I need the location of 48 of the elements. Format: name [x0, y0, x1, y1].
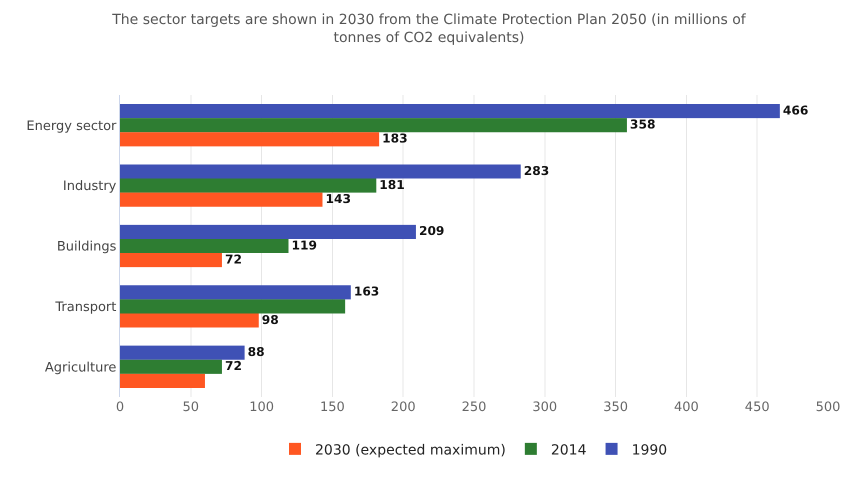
- data-label: 209: [418, 224, 444, 238]
- bar: [120, 360, 222, 374]
- legend-label: 2014: [550, 442, 587, 458]
- data-label: 181: [379, 178, 405, 192]
- x-tick-label: 50: [182, 400, 200, 415]
- bar: [120, 224, 416, 239]
- bar: [120, 178, 376, 193]
- x-tick-label: 200: [390, 400, 416, 415]
- data-label: 163: [354, 284, 380, 299]
- bar: [120, 104, 780, 118]
- bar: [120, 374, 205, 388]
- y-tick-label: Transport: [54, 300, 116, 315]
- y-tick-label: Agriculture: [44, 360, 116, 376]
- bar: [120, 192, 322, 207]
- bar: [120, 313, 259, 328]
- legend-label: 1990: [632, 442, 668, 458]
- x-tick-label: 250: [462, 400, 486, 415]
- data-label: 283: [524, 164, 550, 178]
- x-tick-label: 400: [674, 400, 699, 415]
- bar: [120, 285, 351, 300]
- x-tick-label: 500: [816, 400, 840, 415]
- data-label: 98: [262, 312, 279, 327]
- data-label: 72: [224, 252, 242, 266]
- legend-label: 2030 (expected maximum): [315, 442, 506, 458]
- x-tick-label: 350: [603, 400, 628, 415]
- data-label: 119: [292, 238, 318, 252]
- x-tick-label: 450: [744, 400, 770, 415]
- x-tick-label: 150: [320, 400, 345, 415]
- bar: [120, 164, 521, 179]
- data-label: 72: [224, 359, 242, 374]
- bar: [120, 132, 380, 146]
- x-tick-label: 100: [249, 400, 274, 415]
- bar: [120, 253, 222, 268]
- chart-title: The sector targets are shown in 2030 from the Climate Protection Plan 2050 (in millions of tonnes of CO2 equivalents): [111, 12, 747, 46]
- x-tick-label: 300: [532, 400, 558, 415]
- y-tick-label: Buildings: [56, 240, 117, 255]
- y-tick-label: Energy sector: [26, 118, 118, 134]
- y-tick-label: Industry: [62, 179, 117, 194]
- bar: [120, 238, 288, 254]
- bar: [120, 299, 346, 314]
- data-label: 466: [782, 103, 808, 118]
- bar: [120, 346, 245, 360]
- bar: [120, 118, 627, 132]
- data-label: 143: [325, 192, 351, 206]
- data-label: 183: [382, 132, 408, 146]
- data-label: 358: [630, 117, 656, 132]
- x-tick-label: 0: [116, 400, 124, 415]
- data-label: 88: [248, 344, 265, 359]
